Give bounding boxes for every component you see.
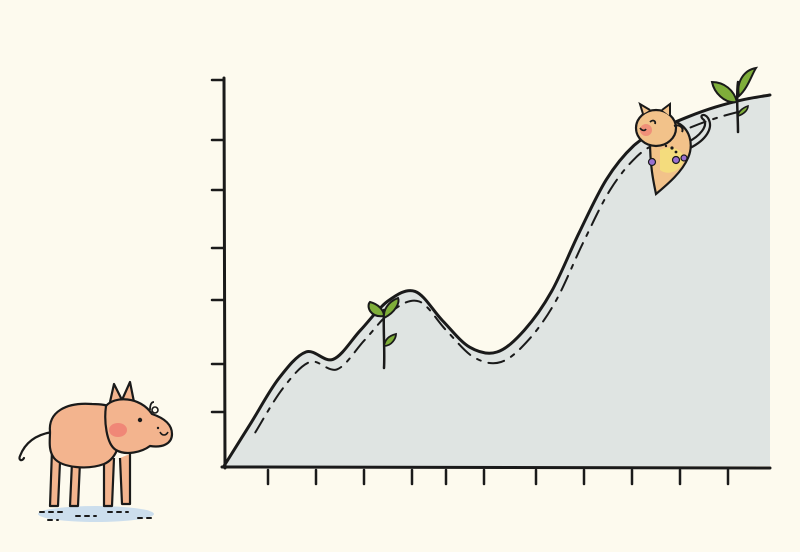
x-axis <box>220 465 772 470</box>
area-chart <box>210 76 772 486</box>
sprout-icon <box>710 66 759 134</box>
cat-doodle <box>634 101 712 197</box>
area-fill <box>224 95 770 466</box>
pig-doodle <box>18 380 174 522</box>
area-outline <box>222 93 772 468</box>
puddle <box>38 506 154 522</box>
y-axis <box>222 76 227 470</box>
axes <box>210 76 772 486</box>
sprout-icon <box>367 296 400 370</box>
